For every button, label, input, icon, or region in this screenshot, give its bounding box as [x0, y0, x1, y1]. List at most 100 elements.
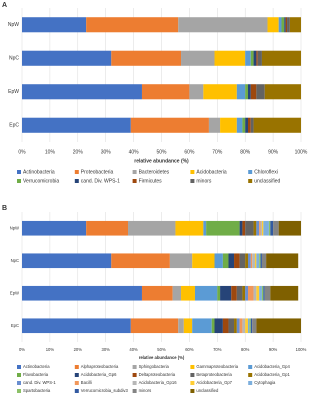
bar-segment — [254, 253, 257, 269]
legend-swatch — [248, 365, 253, 369]
x-tick-label: 10% — [45, 149, 56, 155]
bar-segment — [289, 17, 301, 33]
bar-segment — [260, 253, 262, 269]
panel-label: B — [2, 205, 7, 212]
bar-segment — [242, 285, 246, 301]
bar-segment — [261, 50, 301, 66]
legend-swatch — [248, 381, 253, 385]
bar-segment — [264, 285, 271, 301]
bar-segment — [192, 253, 215, 269]
x-tick-label: 50% — [156, 149, 167, 155]
x-tick-label: 90% — [268, 149, 279, 155]
bar-segment — [141, 84, 190, 100]
legend-label: cand. Div. WPS-1 — [23, 380, 56, 385]
bar-segment — [22, 220, 87, 236]
x-tick-label: 30% — [101, 149, 112, 155]
legend-swatch — [190, 170, 195, 174]
bar-segment — [253, 285, 257, 301]
bar-segment — [181, 285, 195, 301]
x-tick-label: 20% — [73, 149, 84, 155]
y-tick-label: EpC — [9, 123, 19, 129]
legend-label: Acidobacteria_Gp7 — [196, 380, 232, 385]
bar-segment — [253, 117, 301, 133]
x-axis-title: relative abundance (%) — [139, 355, 185, 360]
legend-label: Bacteroidetes — [139, 169, 170, 175]
bar-segment — [242, 117, 246, 133]
legend-label: Verrucomicrobia_subdiv3 — [81, 388, 129, 393]
y-tick-label: NpW — [10, 225, 19, 230]
bar-segment — [261, 253, 267, 269]
bar-segment — [236, 84, 246, 100]
legend-swatch — [190, 381, 195, 385]
bar-segment — [234, 253, 240, 269]
bar-segment — [264, 84, 301, 100]
bar-segment — [250, 50, 254, 66]
legend-swatch — [248, 170, 253, 174]
bar-segment — [206, 220, 240, 236]
bar-segment — [169, 253, 193, 269]
x-tick-label: 70% — [212, 149, 223, 155]
y-tick-label: EpW — [10, 290, 19, 295]
x-axis-title: relative abundance (%) — [134, 158, 189, 164]
bar-segment — [111, 253, 170, 269]
legend-label: Proteobacteria — [81, 169, 114, 175]
bar-segment — [252, 253, 255, 269]
bar-segment — [192, 318, 212, 334]
bar-segment — [22, 285, 142, 301]
bar-segment — [281, 17, 285, 33]
panel-label: A — [2, 2, 7, 9]
bar-segment — [250, 318, 253, 334]
bar-segment — [253, 220, 257, 236]
bar-segment — [22, 50, 112, 66]
legend-label: minors — [139, 388, 152, 393]
legend-label: Cytophagia — [254, 380, 276, 385]
bar-segment — [245, 285, 248, 301]
bar-segment — [245, 84, 248, 100]
bar-segment — [239, 253, 246, 269]
y-tick-label: NpW — [8, 22, 19, 28]
legend-label: Alphaproteobacteria — [81, 364, 119, 369]
bar-segment — [211, 318, 215, 334]
x-tick-label: 60% — [184, 149, 195, 155]
x-tick-label: 10% — [46, 347, 55, 352]
bar-segment — [22, 253, 112, 269]
legend-label: minors — [196, 178, 212, 184]
legend-swatch — [190, 373, 195, 377]
legend-swatch — [17, 170, 21, 174]
y-tick-label: EpW — [8, 89, 19, 95]
bar-segment — [263, 220, 269, 236]
bar-segment — [284, 17, 286, 33]
bar-segment — [270, 285, 299, 301]
bar-segment — [194, 285, 218, 301]
x-tick-label: 80% — [241, 347, 250, 352]
bar-segment — [220, 117, 237, 133]
bar-segment — [222, 318, 229, 334]
legend-swatch — [248, 373, 253, 377]
legend-label: Deltaproteobacteria — [139, 372, 176, 377]
bar-segment — [252, 318, 257, 334]
legend-swatch — [17, 365, 21, 369]
bar-segment — [214, 50, 246, 66]
bar-segment — [257, 50, 262, 66]
legend-swatch — [132, 373, 137, 377]
legend-swatch — [132, 179, 137, 183]
x-tick-label: 0% — [19, 347, 25, 352]
bar-segment — [256, 50, 258, 66]
bar-segment — [234, 318, 237, 334]
bar-segment — [208, 117, 221, 133]
bar-segment — [256, 318, 301, 334]
legend-label: Verrucomicrobia — [23, 178, 59, 184]
y-tick-label: EpC — [11, 323, 19, 328]
bar-segment — [111, 50, 182, 66]
bar-segment — [214, 253, 223, 269]
bar-segment — [214, 318, 223, 334]
bar-segment — [178, 17, 268, 33]
bar-segment — [263, 285, 265, 301]
bar-segment — [231, 285, 237, 301]
bar-segment — [250, 84, 257, 100]
legend-swatch — [17, 389, 21, 393]
legend-swatch — [74, 373, 79, 377]
bar-segment — [141, 285, 173, 301]
bar-segment — [278, 17, 282, 33]
